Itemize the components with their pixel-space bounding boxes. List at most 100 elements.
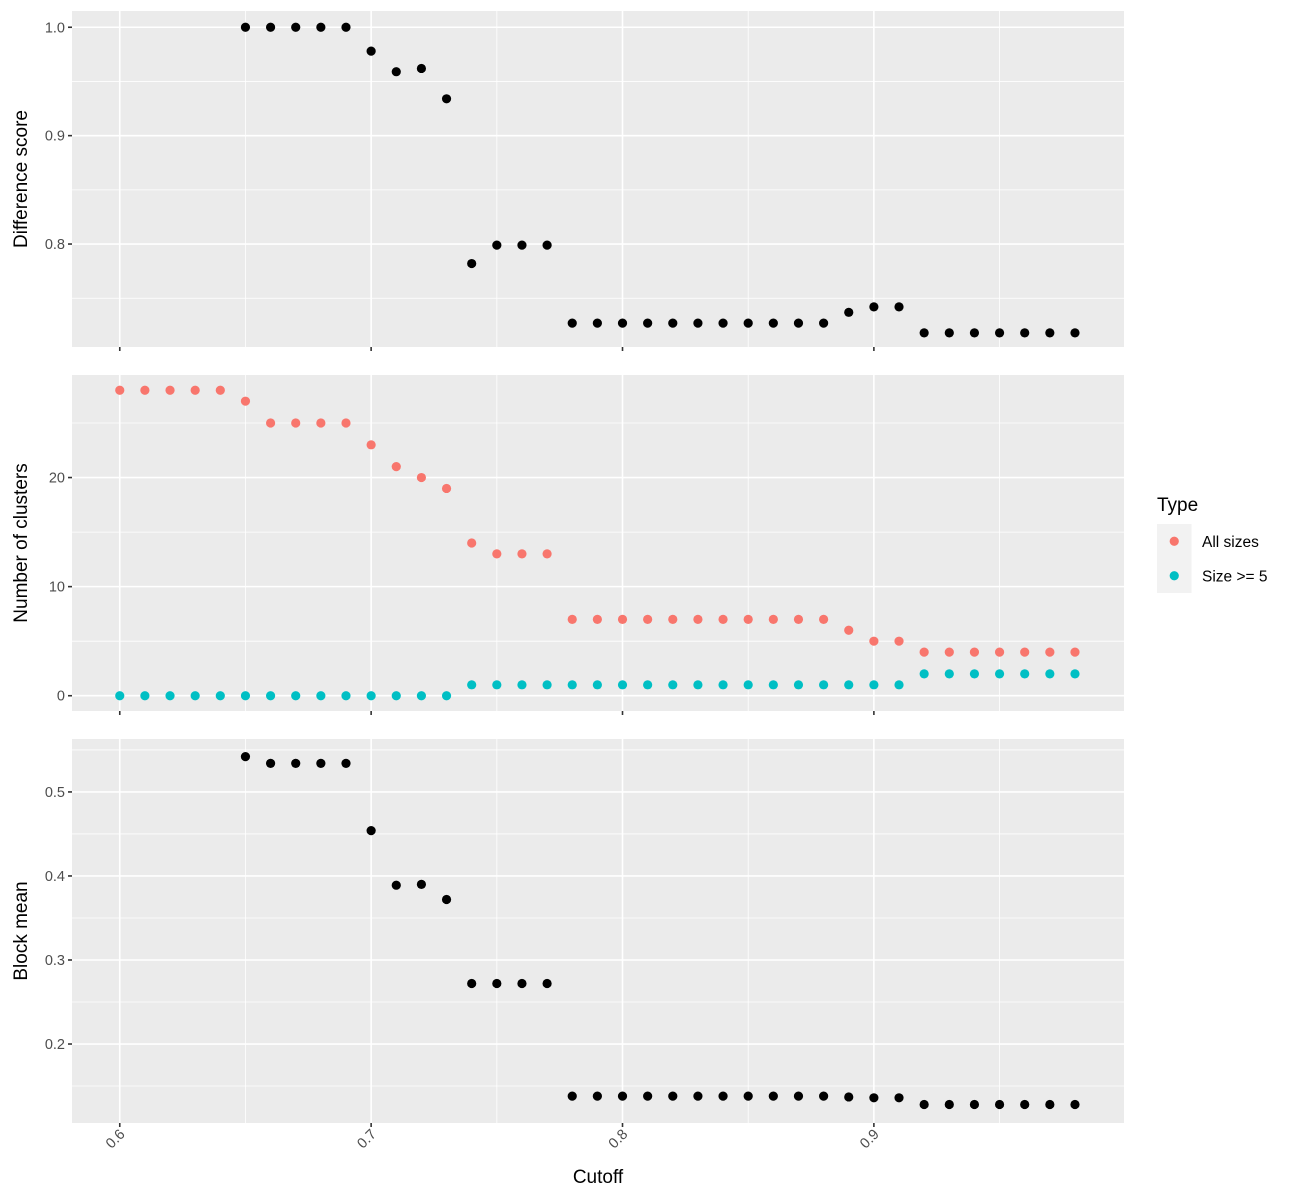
data-point: [165, 691, 175, 701]
data-point: [492, 240, 502, 250]
data-point: [994, 328, 1005, 338]
data-point: [643, 614, 653, 624]
data-point: [190, 385, 200, 395]
data-point: [316, 418, 326, 428]
data-point: [567, 318, 577, 328]
data-point: [1020, 669, 1030, 679]
data-point: [1070, 1099, 1080, 1110]
x-tick-label: 0.6: [103, 1127, 129, 1153]
data-point: [617, 680, 628, 690]
data-point: [316, 758, 326, 768]
x-axis-title: Cutoff: [573, 1167, 624, 1188]
data-point: [567, 680, 577, 690]
data-point: [1020, 647, 1030, 657]
y-axis-title: Difference score: [11, 110, 32, 248]
data-point: [391, 462, 401, 472]
data-point: [819, 1091, 829, 1101]
data-point: [1070, 669, 1080, 679]
data-point: [542, 549, 552, 559]
data-point: [240, 22, 251, 32]
data-point: [969, 1099, 980, 1110]
data-point: [592, 1091, 602, 1101]
series-1: [240, 752, 1080, 1110]
y-tick-label: 0.5: [45, 785, 65, 801]
data-point: [366, 46, 376, 56]
y-tick-label: 20: [49, 471, 65, 487]
data-point: [643, 680, 653, 690]
data-point: [969, 669, 980, 679]
data-point: [115, 385, 125, 395]
data-point: [643, 318, 653, 328]
y-tick-label: 0.3: [45, 953, 65, 969]
data-point: [416, 472, 427, 483]
data-point: [391, 67, 401, 77]
data-point: [165, 385, 175, 395]
data-point: [1045, 647, 1055, 657]
panel-3: 0.2 0.3 0.4 0.5 Block mean: [11, 739, 1124, 1127]
data-point: [467, 538, 477, 548]
data-point: [265, 758, 276, 768]
data-point: [869, 302, 879, 312]
data-point: [316, 691, 326, 701]
data-point: [668, 1091, 678, 1101]
data-point: [567, 1091, 577, 1101]
data-point: [291, 758, 301, 768]
data-point: [517, 978, 527, 989]
data-point: [768, 614, 778, 624]
data-point: [240, 752, 251, 762]
data-point: [894, 1093, 904, 1103]
data-point: [819, 318, 829, 328]
legend-key-point: [1169, 571, 1179, 581]
data-point: [1045, 328, 1055, 338]
data-point: [140, 691, 150, 701]
x-tick-label: 0.9: [857, 1127, 883, 1153]
data-point: [969, 647, 980, 657]
data-point: [341, 691, 351, 701]
data-point: [894, 302, 904, 312]
data-point: [542, 240, 552, 250]
panel-1: 0.8 0.9 1.0 Difference score: [11, 11, 1124, 351]
data-point: [467, 680, 477, 690]
data-point: [919, 1099, 929, 1110]
data-point: [1045, 1099, 1055, 1110]
data-point: [467, 978, 477, 989]
panel-2: 0 10 20 Number of clusters: [11, 375, 1124, 715]
data-point: [743, 318, 753, 328]
data-point: [919, 647, 929, 657]
data-point: [542, 978, 552, 989]
data-point: [341, 758, 351, 768]
y-tick-label: 0: [57, 689, 65, 705]
data-point: [391, 880, 401, 890]
data-point: [1070, 647, 1080, 657]
data-point: [1045, 669, 1055, 679]
y-tick-label: 0.4: [45, 869, 65, 885]
y-tick-label: 1.0: [45, 20, 65, 36]
data-point: [567, 614, 577, 624]
data-point: [994, 647, 1005, 657]
data-point: [869, 1093, 879, 1103]
series-1: [115, 385, 1080, 657]
data-point: [316, 22, 326, 32]
data-point: [768, 1091, 778, 1101]
data-point: [441, 483, 452, 494]
data-point: [592, 614, 602, 624]
y-tick-label: 10: [49, 580, 65, 596]
data-point: [291, 418, 301, 428]
data-point: [416, 879, 427, 889]
data-point: [492, 680, 502, 690]
y-axis-title: Number of clusters: [11, 463, 32, 622]
data-point: [819, 614, 829, 624]
data-point: [743, 680, 753, 690]
series-1: [240, 22, 1080, 338]
data-point: [668, 614, 678, 624]
data-point: [441, 94, 452, 104]
data-point: [215, 385, 225, 395]
data-point: [944, 669, 954, 679]
panel-background: [72, 739, 1124, 1123]
data-point: [693, 680, 703, 690]
data-point: [1020, 328, 1030, 338]
data-point: [793, 318, 804, 328]
data-point: [693, 614, 703, 624]
data-point: [517, 549, 527, 559]
